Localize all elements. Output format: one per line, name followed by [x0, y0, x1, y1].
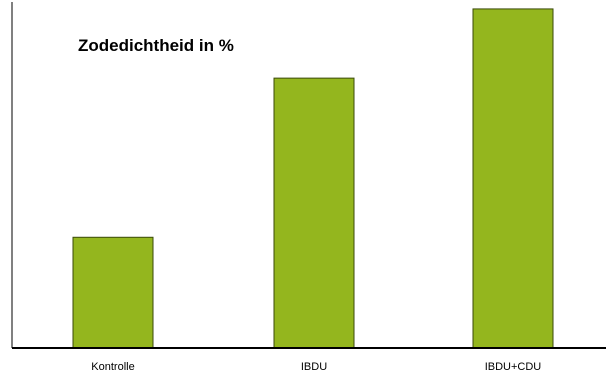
x-tick-label-kontrolle: Kontrolle	[91, 361, 134, 373]
x-tick-label-ibdu: IBDU	[301, 361, 327, 373]
bars-group	[72, 8, 554, 349]
bar-ibdu	[273, 77, 355, 349]
chart-title: Zodedichtheid in %	[78, 36, 234, 55]
bar-ibdu-cdu	[472, 8, 554, 349]
x-tick-labels: Kontrolle IBDU IBDU+CDU	[91, 361, 541, 373]
x-tick-label-ibdu-cdu: IBDU+CDU	[485, 361, 542, 373]
bar-kontrolle	[72, 236, 154, 349]
